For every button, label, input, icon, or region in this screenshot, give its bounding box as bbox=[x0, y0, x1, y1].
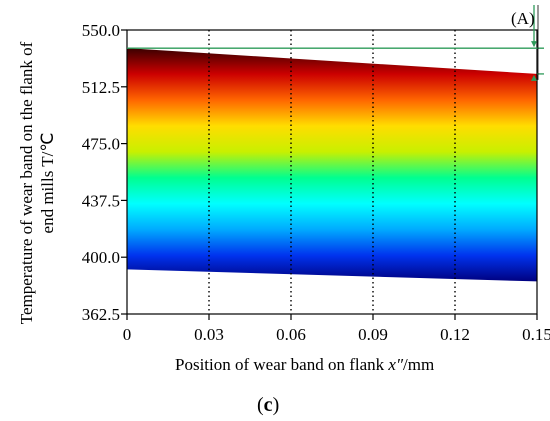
x-tick-label: 0.06 bbox=[276, 325, 306, 344]
y-tick-label: 400.0 bbox=[82, 248, 120, 267]
panel-label-letter: c bbox=[264, 394, 273, 416]
y-axis-title-line2: end mills T/℃ bbox=[38, 133, 57, 234]
x-axis-title-unit: /mm bbox=[403, 355, 434, 374]
x-axis-title-main: Position of wear band on flank bbox=[175, 355, 388, 374]
temperature-band-area bbox=[127, 48, 537, 282]
y-tick-label: 550.0 bbox=[82, 21, 120, 40]
annotation-arrowhead-down bbox=[531, 41, 537, 48]
panel-label: (c) bbox=[257, 394, 279, 416]
x-axis-title-variable: x″ bbox=[387, 355, 404, 374]
x-tick-label: 0.12 bbox=[440, 325, 470, 344]
y-tick-label: 475.0 bbox=[82, 135, 120, 154]
annotation-arrowhead-up bbox=[531, 74, 537, 81]
x-axis-title: Position of wear band on flank x″/mm bbox=[175, 355, 434, 374]
annotation-label: (A) bbox=[511, 9, 535, 28]
x-tick-label: 0.03 bbox=[194, 325, 224, 344]
y-tick-label: 437.5 bbox=[82, 191, 120, 210]
x-tick-label: 0 bbox=[123, 325, 132, 344]
plot-frame bbox=[126, 29, 538, 315]
x-tick-label: 0.15 bbox=[522, 325, 550, 344]
y-tick-label: 362.5 bbox=[82, 305, 120, 324]
x-tick-label: 0.09 bbox=[358, 325, 388, 344]
y-tick-label: 512.5 bbox=[82, 78, 120, 97]
y-axis-title-line1: Temperature of wear band on the flank of bbox=[17, 41, 36, 324]
